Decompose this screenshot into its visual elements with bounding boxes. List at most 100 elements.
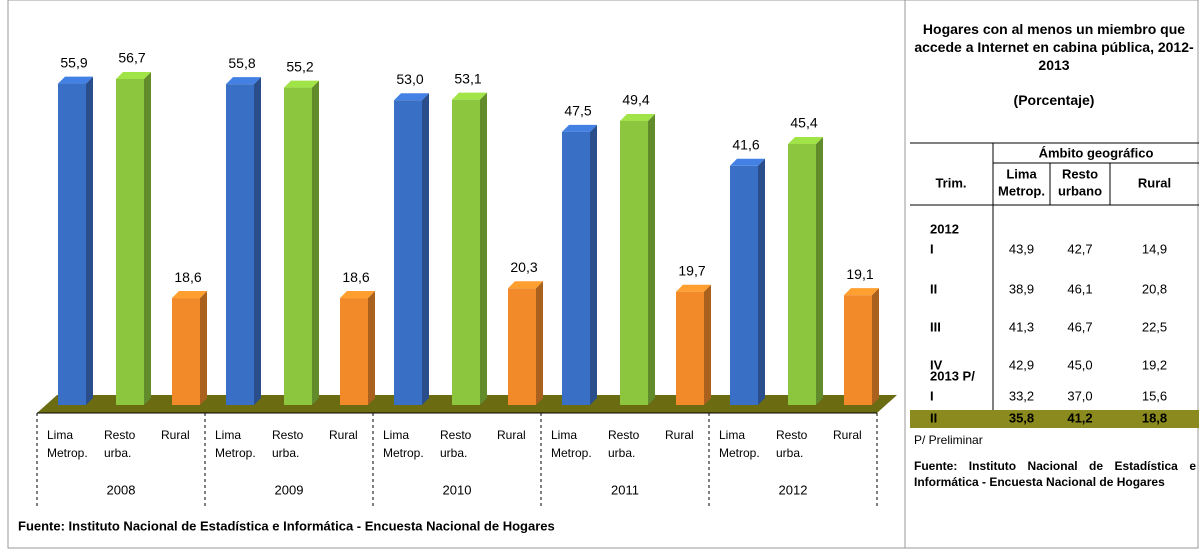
bar-top [844, 288, 879, 296]
value-label: 49,4 [622, 92, 649, 108]
value-label: 53,0 [396, 71, 423, 87]
x-tick-label: Rural [497, 428, 526, 442]
bar [620, 120, 648, 405]
frame [7, 0, 1199, 549]
table-cell: 43,9 [1009, 241, 1034, 256]
table-cell: 41,2 [1067, 410, 1092, 425]
bar [562, 131, 590, 405]
table-year: 2012 [930, 221, 959, 236]
bar-side [368, 291, 375, 405]
value-label: 55,2 [286, 58, 313, 74]
bar-side [200, 291, 207, 405]
x-tick-label: Metrop. [47, 446, 88, 460]
bar [508, 288, 536, 405]
x-tick-label: Rural [329, 428, 358, 442]
x-tick-label: Metrop. [383, 446, 424, 460]
bar-side [480, 92, 487, 406]
bar-top [284, 80, 319, 88]
table-cell: 33,2 [1009, 388, 1034, 403]
bar-side [86, 76, 93, 405]
table-trim: III [930, 319, 941, 334]
table-cell: 37,0 [1067, 388, 1092, 403]
table-title: Hogares con al menos un miembro que acce… [914, 21, 1194, 73]
bar-top [58, 76, 93, 84]
table-source: Fuente: Instituto Nacional de Estadístic… [914, 459, 1196, 489]
x-tick-label: Metrop. [551, 446, 592, 460]
table-note: P/ Preliminar [914, 433, 983, 447]
bar-top [226, 77, 261, 85]
table-column-header: Lima [1006, 166, 1037, 181]
x-tick-label: Rural [665, 428, 694, 442]
bar-top [172, 291, 207, 299]
x-tick-label: Lima [47, 428, 73, 442]
table-cell: 42,7 [1067, 241, 1092, 256]
x-tick-label: Resto [272, 428, 304, 442]
table-trim: II [930, 410, 937, 425]
bar-top [116, 71, 151, 79]
table-cell: 45,0 [1067, 357, 1092, 372]
bar-side [758, 158, 765, 405]
bar-side [312, 80, 319, 405]
bar-side [254, 77, 261, 406]
bar-side [590, 124, 597, 405]
value-label: 19,1 [846, 266, 873, 282]
x-tick-label: Metrop. [215, 446, 256, 460]
table-cell: 41,3 [1009, 319, 1034, 334]
bar [284, 87, 312, 405]
table-column-header: Rural [1138, 175, 1171, 190]
x-tick-label: urba. [776, 446, 803, 460]
value-label: 18,6 [174, 269, 201, 285]
table-cell: 14,9 [1142, 241, 1167, 256]
value-label: 20,3 [510, 259, 537, 275]
x-tick-label: urba. [608, 446, 635, 460]
bar-top [676, 284, 711, 292]
bar [340, 298, 368, 405]
bar-top [394, 93, 429, 101]
x-group-label: 2010 [443, 482, 472, 497]
table-cell: 46,7 [1067, 319, 1092, 334]
value-label: 19,7 [678, 262, 705, 278]
x-tick-label: Lima [215, 428, 241, 442]
table-trim: I [930, 388, 934, 403]
table-trim: IV [930, 357, 943, 372]
bar-top [508, 281, 543, 289]
value-label: 47,5 [564, 103, 591, 119]
x-tick-label: Resto [104, 428, 136, 442]
x-group-label: 2009 [275, 482, 304, 497]
bar [172, 298, 200, 405]
bar [788, 143, 816, 405]
x-tick-label: urba. [272, 446, 299, 460]
table-cell: 19,2 [1142, 357, 1167, 372]
x-tick-label: Resto [608, 428, 640, 442]
bar-side [704, 284, 711, 405]
bar-side [872, 288, 879, 405]
table-subtitle: (Porcentaje) [1013, 92, 1095, 108]
table-header: Trim. [935, 175, 966, 190]
bar-side [422, 93, 429, 405]
table-cell: 18,8 [1142, 410, 1167, 425]
value-label: 45,4 [790, 115, 817, 131]
bar-top [788, 136, 823, 144]
value-label: 55,8 [228, 55, 255, 71]
bar [394, 100, 422, 405]
table-cell: 20,8 [1142, 281, 1167, 296]
table-column-header: Resto [1062, 166, 1098, 181]
x-tick-label: Resto [776, 428, 808, 442]
bar [116, 78, 144, 405]
table-column-header: urbano [1058, 183, 1102, 198]
table-trim: II [930, 281, 937, 296]
bar-side [144, 71, 151, 405]
bar-side [536, 281, 543, 405]
bar [730, 165, 758, 405]
table-cell: 42,9 [1009, 357, 1034, 372]
bar [844, 295, 872, 405]
table-cell: 35,8 [1009, 410, 1034, 425]
x-tick-label: Rural [833, 428, 862, 442]
x-group-label: 2008 [107, 482, 136, 497]
bar-top [452, 92, 487, 100]
value-label: 41,6 [732, 137, 759, 153]
bar-top [620, 113, 655, 121]
table-cell: 46,1 [1067, 281, 1092, 296]
